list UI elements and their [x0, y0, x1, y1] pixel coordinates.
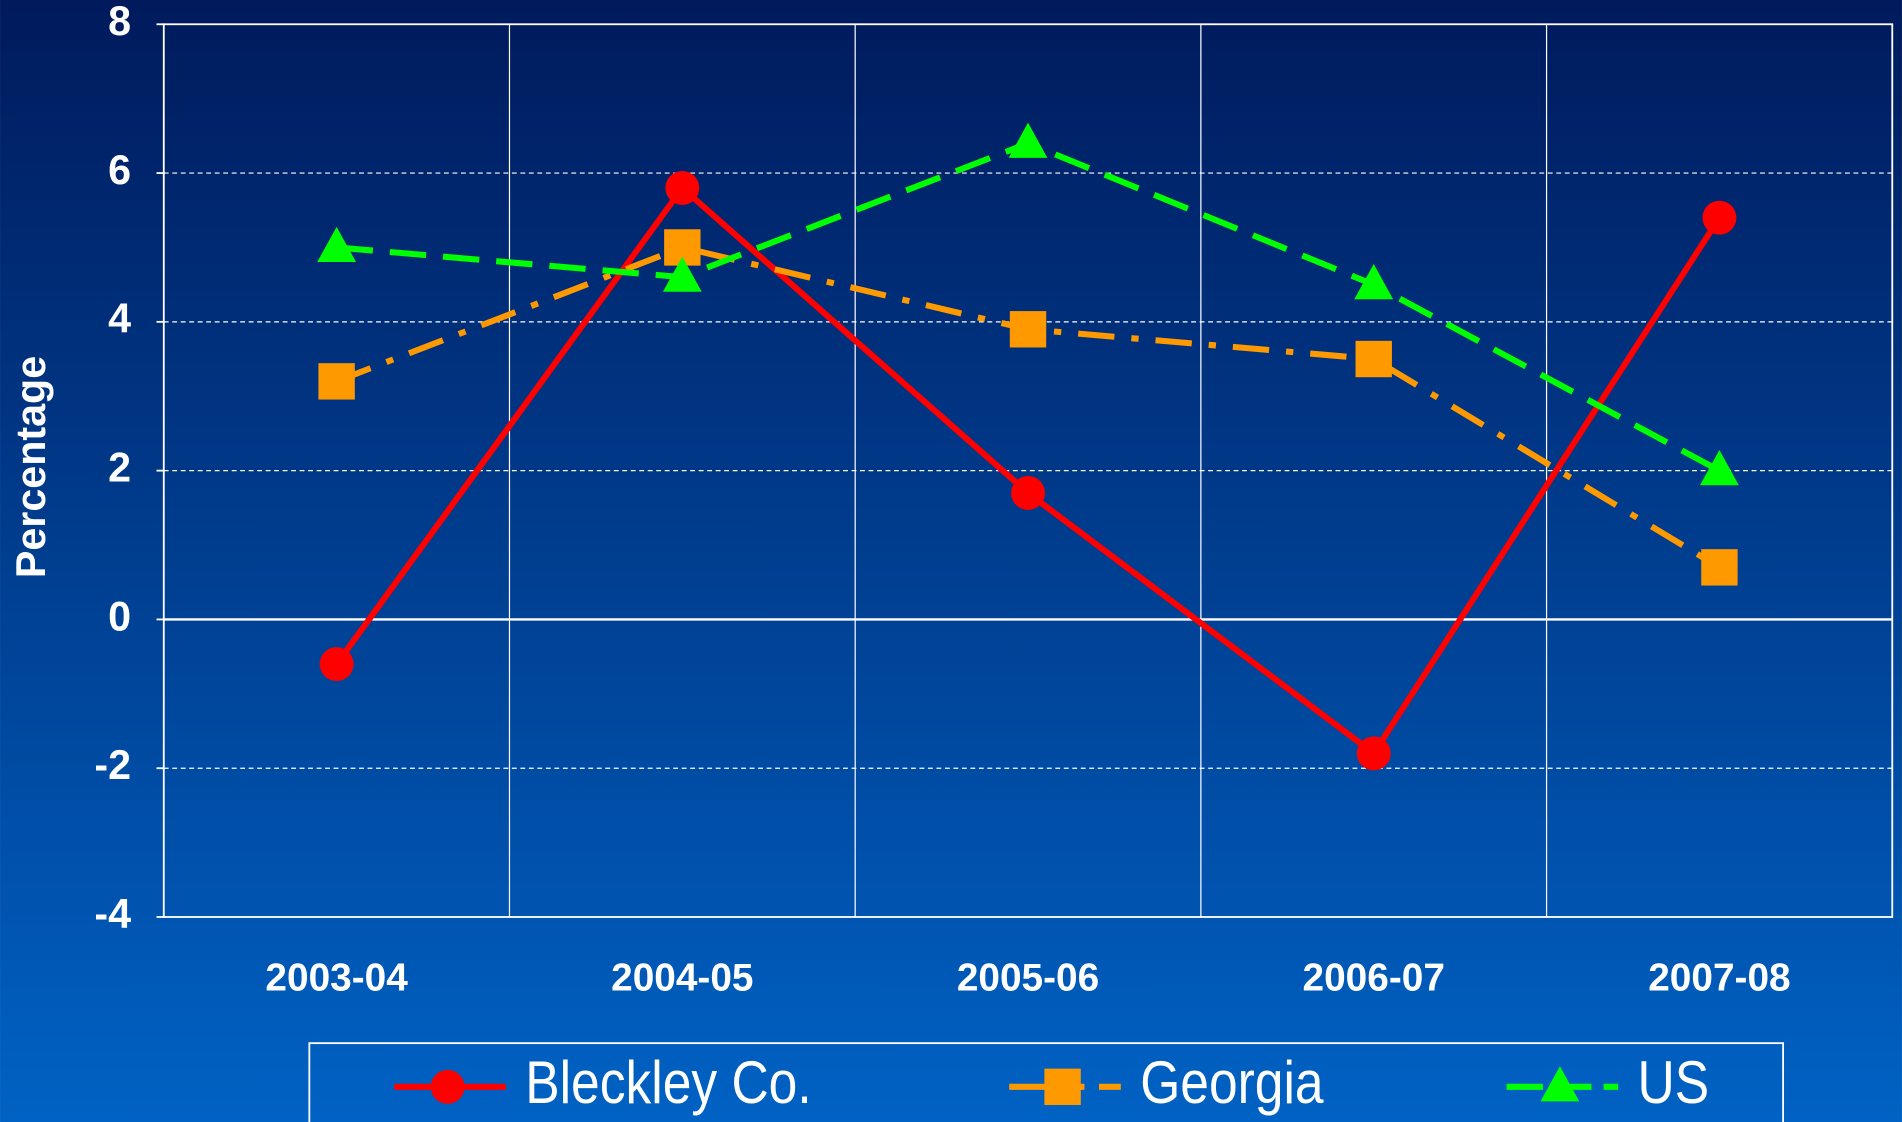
- x-tick-label: 2006-07: [1303, 956, 1445, 999]
- point: [1700, 450, 1739, 486]
- point: [318, 363, 355, 400]
- point: [665, 170, 700, 205]
- legend-label: US: [1638, 1048, 1710, 1116]
- point: [1355, 340, 1392, 378]
- y-axis-label: Percentage: [8, 356, 54, 578]
- y-tick-label: -2: [94, 742, 131, 788]
- legend-label: Georgia: [1140, 1048, 1324, 1116]
- point: [1354, 264, 1394, 300]
- x-tick-label: 2005-06: [957, 956, 1099, 999]
- y-tick-label: 8: [108, 0, 131, 44]
- y-tick-label: 6: [108, 147, 131, 193]
- legend-box: [308, 1042, 1785, 1122]
- x-tick-label: 2003-04: [265, 956, 408, 999]
- point: [319, 647, 354, 682]
- y-tick-label: 0: [108, 593, 131, 639]
- point: [1702, 200, 1737, 235]
- point: [662, 256, 702, 292]
- point: [317, 226, 357, 263]
- point: [1009, 311, 1047, 348]
- point: [1540, 1066, 1580, 1102]
- y-tick-label: 4: [108, 296, 131, 342]
- point: [1044, 1068, 1081, 1106]
- x-tick-label: 2004-05: [611, 956, 753, 999]
- legend-label: Bleckley Co.: [525, 1048, 811, 1116]
- point: [430, 1069, 465, 1104]
- point: [1701, 549, 1738, 586]
- point: [1011, 475, 1046, 510]
- x-tick-label: 2007-08: [1648, 956, 1790, 999]
- y-tick-label: 2: [108, 445, 131, 491]
- point: [1356, 736, 1391, 771]
- y-tick-label: -4: [94, 891, 131, 937]
- point: [1008, 122, 1048, 158]
